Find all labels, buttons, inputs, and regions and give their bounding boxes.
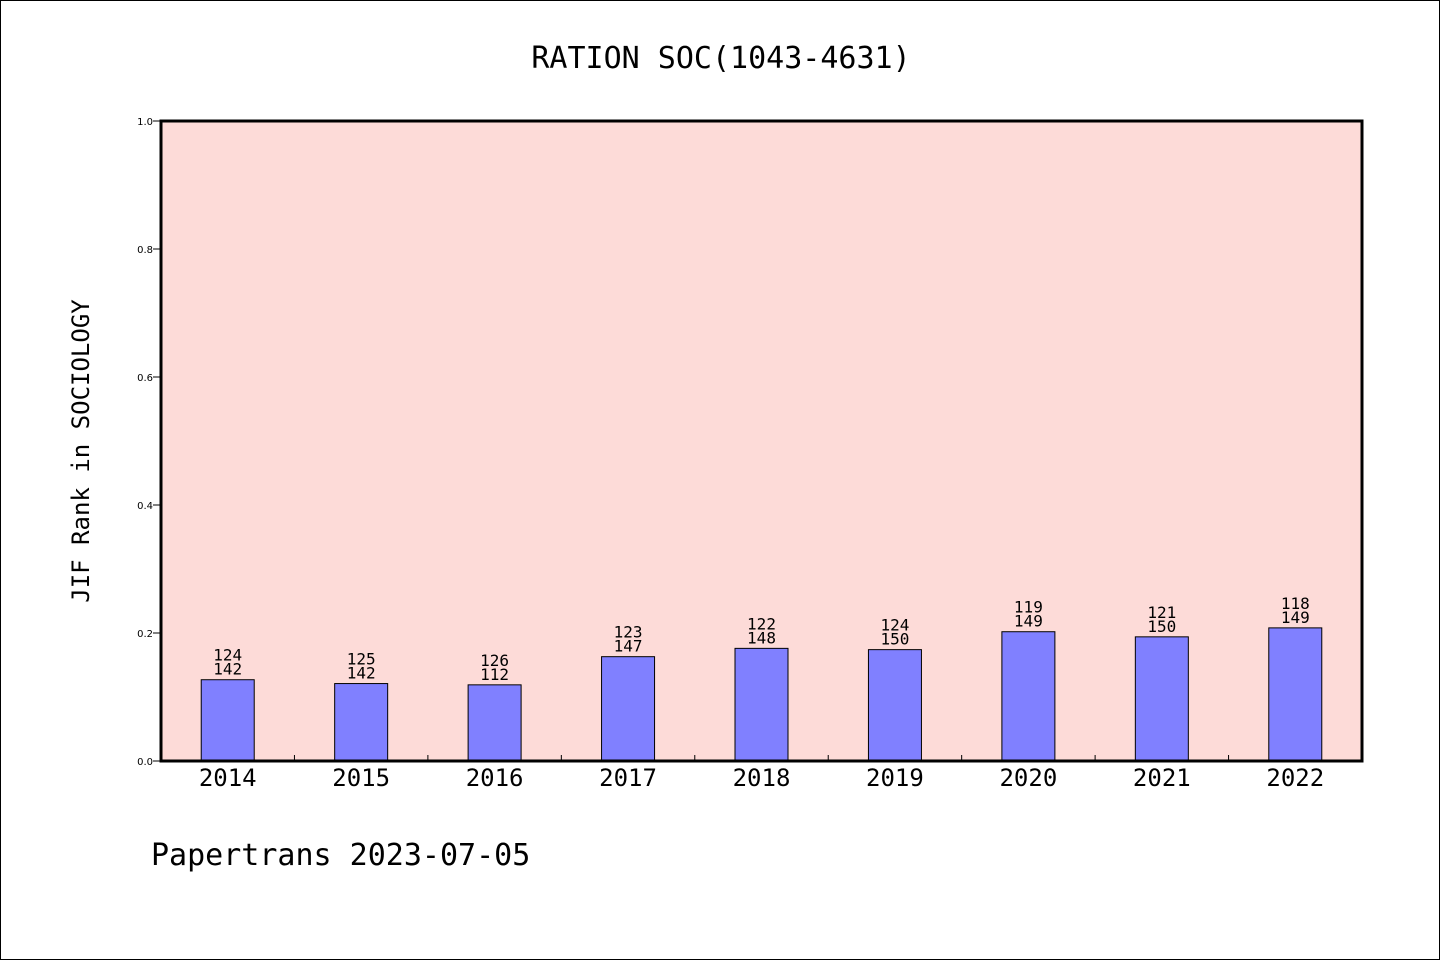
bar-2020 [1001, 631, 1056, 762]
chart-title: RATION SOC(1043-4631) [531, 41, 910, 76]
y-axis-label: JIF Rank in SOCIOLOGY [67, 299, 95, 603]
bar-2014 [200, 679, 255, 762]
x-tick-label: 2015 [332, 764, 390, 792]
bar-total-label: 150 [880, 630, 909, 649]
bar-2019 [867, 649, 922, 762]
bar-total-label: 148 [747, 628, 776, 647]
bar-2018 [734, 647, 789, 762]
y-tick-label: 0.8 [137, 245, 153, 256]
footer-credit: Papertrans 2023-07-05 [151, 838, 530, 873]
x-tick-label: 2018 [733, 764, 791, 792]
bar-rank-label: 124 [880, 616, 909, 635]
bar-labels-layer: 1241421251421261121231471221481241501191… [213, 594, 1309, 684]
bar-2015 [334, 683, 389, 762]
bar-total-label: 149 [1014, 612, 1043, 631]
ticks-layer: 0.0 0.2 0.4 0.6 0.8 1.0 2014 2015 2016 2017 2018 20… [137, 117, 1324, 792]
bar-2022 [1268, 627, 1323, 762]
bar-rank-label: 119 [1014, 598, 1043, 617]
bar-rank-label: 126 [480, 651, 509, 670]
bar-rank-label: 122 [747, 614, 776, 633]
plot-border [159, 119, 1364, 763]
bar-rank-label: 124 [213, 646, 242, 665]
y-tick-label: 0.4 [137, 501, 153, 512]
bar-rank-label: 123 [614, 623, 643, 642]
x-tick-label: 2021 [1133, 764, 1191, 792]
y-tick-label: 0.0 [137, 757, 153, 768]
y-tick-label: 1.0 [137, 117, 153, 128]
bar-total-label: 142 [213, 660, 242, 679]
bar-rank-label: 121 [1147, 603, 1176, 622]
bar-2021 [1134, 636, 1189, 762]
bar-total-label: 147 [614, 637, 643, 656]
x-tick-label: 2014 [199, 764, 257, 792]
y-tick-label: 0.2 [137, 629, 153, 640]
x-tick-label: 2016 [466, 764, 524, 792]
bar-2016 [467, 684, 522, 762]
y-tick-label: 0.6 [137, 373, 153, 384]
bar-total-label: 112 [480, 665, 509, 684]
bars-layer [200, 627, 1323, 762]
bar-2017 [601, 656, 656, 762]
x-tick-label: 2019 [866, 764, 924, 792]
x-tick-label: 2022 [1266, 764, 1324, 792]
x-tick-label: 2020 [999, 764, 1057, 792]
bar-total-label: 142 [347, 664, 376, 683]
bar-rank-label: 118 [1281, 594, 1310, 613]
bar-rank-label: 125 [347, 650, 376, 669]
bar-total-label: 149 [1281, 608, 1310, 627]
bar-total-label: 150 [1147, 617, 1176, 636]
x-tick-label: 2017 [599, 764, 657, 792]
